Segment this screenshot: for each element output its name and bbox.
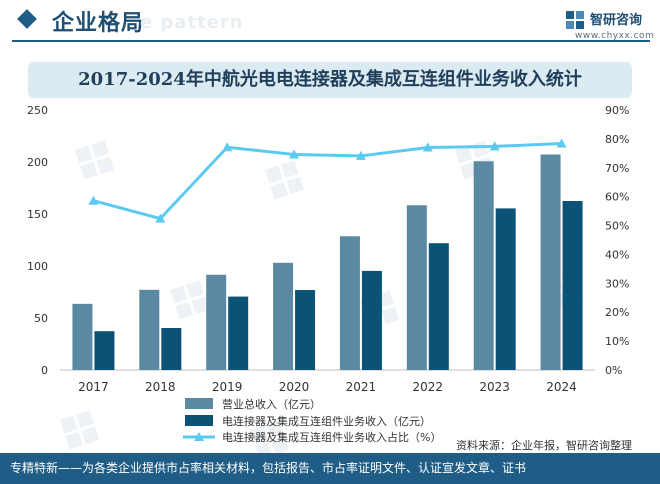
ratio-point [489, 141, 500, 151]
watermark-mark [60, 410, 100, 450]
bar-connector-revenue [495, 208, 516, 370]
watermark-mark [455, 140, 495, 180]
y-right-tick-label: 40% [605, 248, 629, 261]
x-tick-label: 2019 [212, 380, 243, 394]
y-left-tick-label: 100 [27, 260, 48, 273]
bar-total-revenue [406, 205, 427, 370]
ratio-point [222, 142, 233, 152]
bar-total-revenue [273, 262, 294, 370]
logo-icon [566, 11, 584, 29]
bar-connector-revenue [94, 331, 115, 370]
bar-connector-revenue [562, 201, 583, 370]
watermark-mark [75, 140, 115, 180]
bar-total-revenue [540, 154, 561, 370]
watermark-mark [265, 160, 305, 200]
y-right-tick-label: 50% [605, 220, 629, 233]
y-right-tick-label: 10% [605, 335, 629, 348]
title-band [28, 62, 632, 98]
watermark-mark [250, 420, 290, 453]
bar-connector-revenue [228, 296, 249, 370]
y-right-tick-label: 60% [605, 191, 629, 204]
header-watermark: e pattern [140, 12, 244, 33]
y-right-tick-label: 20% [605, 306, 629, 319]
x-tick-label: 2024 [546, 380, 577, 394]
bar-total-revenue [206, 274, 227, 370]
y-axis-right: 0% 10% 20% 30% 40% 50% 60% 70% 80% 90% [605, 104, 629, 377]
y-axis-left: 0 50 100 150 200 250 [27, 104, 48, 377]
chart-title: 2017-2024年中航光电电连接器及集成互连组件业务收入统计 [78, 69, 582, 90]
y-left-tick-label: 250 [27, 104, 48, 117]
ratio-point [556, 138, 567, 148]
legend-swatch [185, 415, 213, 426]
ratio-line-path [93, 142, 562, 221]
bars [72, 154, 583, 370]
section-title: 企业格局 [52, 11, 145, 36]
x-axis-labels: 2017 2018 2019 2020 2021 2022 2023 2024 [78, 380, 577, 394]
y-right-tick-label: 70% [605, 162, 629, 175]
legend-marker [194, 432, 204, 441]
x-tick-label: 2018 [145, 380, 176, 394]
x-tick-label: 2022 [413, 380, 444, 394]
bar-total-revenue [139, 289, 160, 370]
footer-bar: 专精特新——为各类企业提供市占率相关材料，包括报告、市占率证明文件、认证宣发文章… [0, 453, 660, 484]
header: 企业格局 e pattern 智研咨询 www.chyxx.com [0, 0, 660, 44]
footer-text: 专精特新——为各类企业提供市占率相关材料，包括报告、市占率证明文件、认证宣发文章… [10, 461, 527, 475]
source-note: 资料来源：企业年报，智研咨询整理 [456, 438, 632, 452]
ratio-point [155, 213, 166, 223]
legend-label: 电连接器及集成互连组件业务收入（亿元） [222, 414, 431, 428]
ratio-point [422, 142, 433, 152]
ratio-line [88, 138, 567, 223]
bar-total-revenue [473, 161, 494, 370]
y-left-tick-label: 150 [27, 208, 48, 221]
legend: 营业总收入（亿元） 电连接器及集成互连组件业务收入（亿元） 电连接器及集成互连组件业… [183, 397, 441, 444]
x-tick-label: 2021 [346, 380, 377, 394]
ratio-point [88, 195, 99, 205]
y-right-tick-label: 30% [605, 277, 629, 290]
legend-swatch [185, 398, 213, 409]
watermark-mark [170, 280, 210, 320]
y-left-tick-label: 200 [27, 156, 48, 169]
x-tick-label: 2023 [479, 380, 510, 394]
y-left-tick-label: 0 [41, 364, 48, 377]
bar-connector-revenue [161, 327, 182, 370]
y-right-tick-label: 0% [605, 364, 622, 377]
logo-name: 智研咨询 [590, 13, 643, 28]
x-tick-label: 2020 [279, 380, 310, 394]
logo-url: www.chyxx.com [575, 31, 655, 41]
y-left-tick-label: 50 [34, 312, 48, 325]
ratio-point [355, 150, 366, 160]
bar-connector-revenue [361, 270, 382, 370]
legend-label: 营业总收入（亿元） [222, 397, 321, 411]
chart: 0 50 100 150 200 250 0% 10% 20% 30% 40% 50% 60% 70% 8… [27, 104, 632, 453]
bar-connector-revenue [428, 243, 449, 370]
x-tick-label: 2017 [78, 380, 109, 394]
y-right-tick-label: 90% [605, 104, 629, 117]
bar-total-revenue [339, 236, 360, 370]
bar-connector-revenue [295, 290, 316, 370]
legend-label: 电连接器及集成互连组件业务收入占比（%） [222, 430, 441, 444]
bar-total-revenue [72, 303, 93, 370]
y-right-tick-label: 80% [605, 133, 629, 146]
ratio-point [289, 149, 300, 159]
header-divider [12, 40, 650, 42]
